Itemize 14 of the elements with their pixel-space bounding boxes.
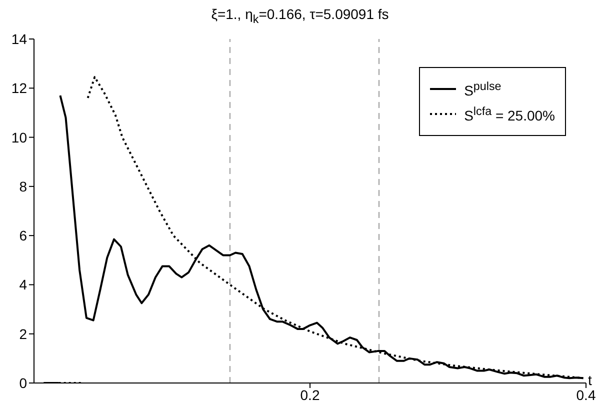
y-tick-label: 10 (11, 129, 28, 146)
x-tick-label: 0.2 (300, 386, 320, 403)
chart-title: ξ=1., η$_{k}$=0.166, τ=5.09091 fs (210, 6, 390, 26)
y-tick-label: 14 (11, 30, 28, 47)
x-axis-title: t (588, 372, 592, 388)
y-tick-label: 0 (19, 374, 28, 391)
y-tick-label: 4 (19, 276, 28, 293)
x-tick-label: 0.4 (576, 386, 596, 403)
y-tick-label: 12 (11, 80, 28, 96)
y-tick-label: 2 (19, 326, 28, 342)
y-tick-label: 8 (19, 178, 28, 194)
y-tick-label: 6 (19, 228, 28, 244)
legend-label: S$^{pulse}$ (464, 80, 502, 99)
legend-label: S$^{lcfa}$ = 25.00% (464, 104, 555, 124)
